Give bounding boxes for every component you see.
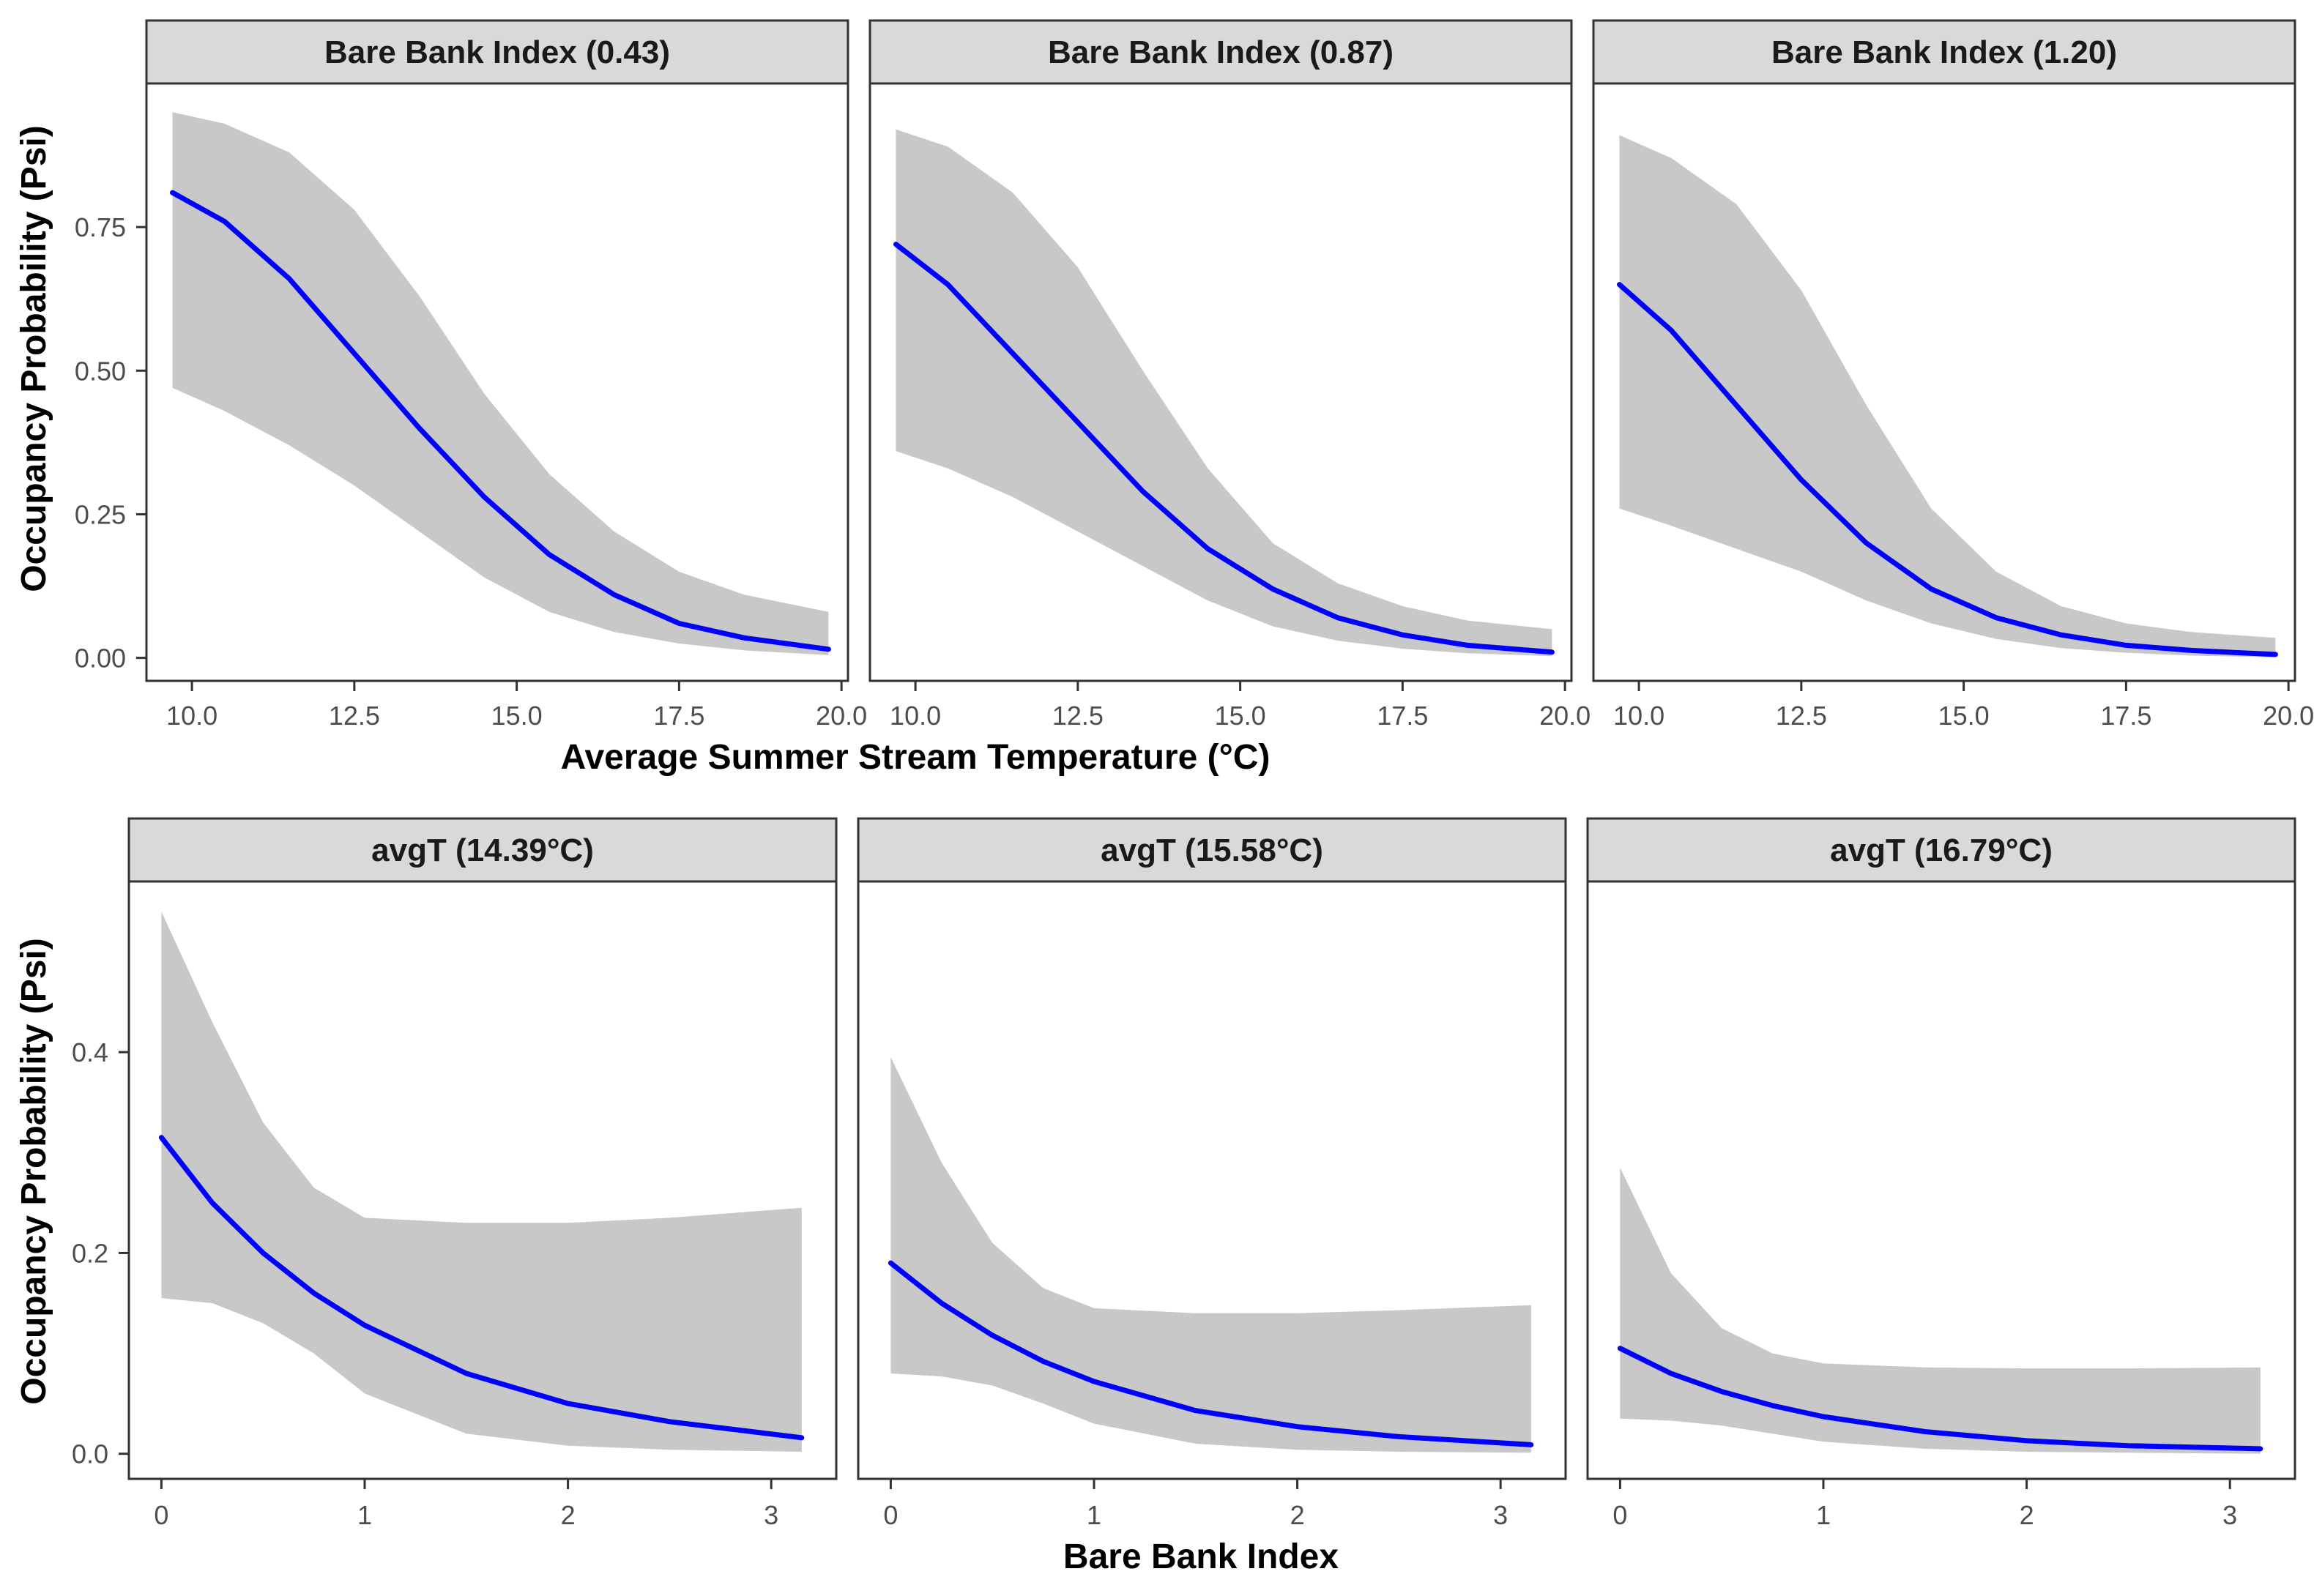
x-tick-label: 3 (2222, 1500, 2237, 1530)
y-tick-label: 0.0 (72, 1439, 108, 1469)
facet-strip (1592, 19, 2296, 85)
y-tick-label: 0.50 (75, 356, 126, 386)
panel-border (857, 880, 1567, 1480)
confidence-ribbon (1619, 135, 2276, 657)
x-tick-label: 1 (1816, 1500, 1831, 1530)
facet-panel: Bare Bank Index (0.43) 10.0 12.5 15.0 17.5 20… (75, 19, 867, 731)
bottom-row-panels: avgT (14.39°C) 0 1 2 3 0.0 0.2 0.4 avgT (15.58°C… (72, 817, 2296, 1530)
panel-border (1592, 82, 2296, 682)
x-tick-label: 10.0 (1613, 701, 1664, 731)
facet-panel: avgT (15.58°C) 0 1 2 3 (857, 817, 1567, 1530)
fitted-line (1617, 1346, 2263, 1452)
facet-strip (145, 19, 849, 85)
y-tick-label: 0.75 (75, 212, 126, 242)
x-tick-label: 0 (883, 1500, 898, 1530)
facet-strip-label: avgT (14.39°C) (371, 832, 594, 868)
bottom-x-axis-title: Bare Bank Index (1063, 1537, 1339, 1576)
x-tick-label: 12.5 (329, 701, 380, 731)
x-tick-label: 12.5 (1776, 701, 1827, 731)
x-tick-label: 17.5 (2100, 701, 2151, 731)
top-y-axis-title: Occupancy Probability (Psi) (15, 125, 53, 592)
facet-strip (1586, 817, 2296, 883)
y-tick-label: 0.00 (75, 644, 126, 674)
bottom-y-axis-title: Occupancy Probability (Psi) (15, 938, 53, 1405)
x-tick-label: 15.0 (491, 701, 543, 731)
facet-panel: avgT (14.39°C) 0 1 2 3 0.0 0.2 0.4 (72, 817, 838, 1530)
fitted-line (1617, 282, 2278, 657)
fitted-line (888, 1260, 1534, 1447)
facet-strip-label: Bare Bank Index (0.87) (1048, 34, 1394, 70)
fitted-line (893, 242, 1555, 655)
x-tick-label: 3 (1493, 1500, 1508, 1530)
facet-panel: avgT (16.79°C) 0 1 2 3 (1586, 817, 2296, 1530)
x-tick-label: 0 (154, 1500, 168, 1530)
facet-strip (857, 817, 1567, 883)
x-tick-label: 20.0 (816, 701, 867, 731)
confidence-ribbon (172, 112, 829, 655)
x-tick-label: 2 (2020, 1500, 2034, 1530)
panel-border (868, 82, 1573, 682)
confidence-ribbon (896, 129, 1552, 657)
panel-border (145, 82, 849, 682)
facet-strip-label: avgT (16.79°C) (1830, 832, 2053, 868)
x-tick-label: 15.0 (1938, 701, 1990, 731)
confidence-ribbon (161, 911, 802, 1452)
fitted-line (170, 190, 831, 652)
facet-strip-label: Bare Bank Index (0.43) (324, 34, 670, 70)
x-tick-label: 0 (1612, 1500, 1627, 1530)
x-tick-label: 20.0 (1539, 701, 1591, 731)
x-tick-label: 1 (357, 1500, 372, 1530)
confidence-ribbon (1620, 1167, 2261, 1454)
x-tick-label: 17.5 (1377, 701, 1428, 731)
facet-panel: Bare Bank Index (0.87) 10.0 12.5 15.0 17.5 20… (868, 19, 1591, 731)
fitted-line (158, 1135, 805, 1441)
x-tick-label: 20.0 (2263, 701, 2314, 731)
top-row-panels: Bare Bank Index (0.43) 10.0 12.5 15.0 17.5 20… (75, 19, 2314, 731)
facet-panel: Bare Bank Index (1.20) 10.0 12.5 15.0 17.5 20… (1592, 19, 2314, 731)
x-tick-label: 17.5 (653, 701, 704, 731)
confidence-ribbon (890, 1057, 1531, 1453)
x-tick-label: 2 (1290, 1500, 1305, 1530)
y-tick-label: 0.2 (72, 1238, 108, 1268)
y-tick-label: 0.4 (72, 1037, 108, 1067)
y-tick-label: 0.25 (75, 499, 126, 529)
x-tick-label: 10.0 (166, 701, 217, 731)
x-tick-label: 12.5 (1052, 701, 1104, 731)
facet-strip-label: avgT (15.58°C) (1101, 832, 1323, 868)
panel-border (127, 880, 838, 1480)
top-x-axis-title: Average Summer Stream Temperature (°C) (561, 738, 1271, 777)
x-tick-label: 3 (764, 1500, 778, 1530)
x-tick-label: 15.0 (1215, 701, 1266, 731)
panel-border (1586, 880, 2296, 1480)
x-tick-label: 10.0 (890, 701, 941, 731)
x-tick-label: 2 (561, 1500, 576, 1530)
x-tick-label: 1 (1087, 1500, 1101, 1530)
facet-strip-label: Bare Bank Index (1.20) (1771, 34, 2117, 70)
